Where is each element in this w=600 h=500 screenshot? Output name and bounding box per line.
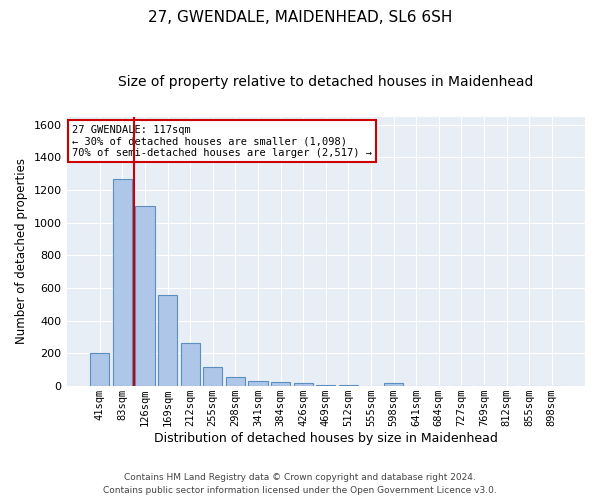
Bar (316, 384, 335, 386)
X-axis label: Distribution of detached houses by size in Maidenhead: Distribution of detached houses by size … (154, 432, 498, 445)
Title: Size of property relative to detached houses in Maidenhead: Size of property relative to detached ho… (118, 75, 533, 89)
Bar (90, 354, 109, 386)
Y-axis label: Number of detached properties: Number of detached properties (15, 158, 28, 344)
Text: Contains HM Land Registry data © Crown copyright and database right 2024.
Contai: Contains HM Land Registry data © Crown c… (103, 473, 497, 495)
Bar (384, 383, 403, 386)
Bar (136, 206, 155, 386)
Bar (203, 366, 223, 386)
Bar (271, 382, 290, 386)
Bar (113, 178, 132, 386)
Text: 27 GWENDALE: 117sqm
← 30% of detached houses are smaller (1,098)
70% of semi-det: 27 GWENDALE: 117sqm ← 30% of detached ho… (72, 124, 372, 158)
Bar (339, 384, 358, 386)
Bar (226, 377, 245, 386)
Bar (158, 296, 177, 386)
Bar (248, 382, 268, 386)
Text: 27, GWENDALE, MAIDENHEAD, SL6 6SH: 27, GWENDALE, MAIDENHEAD, SL6 6SH (148, 10, 452, 25)
Bar (181, 343, 200, 386)
Bar (293, 383, 313, 386)
